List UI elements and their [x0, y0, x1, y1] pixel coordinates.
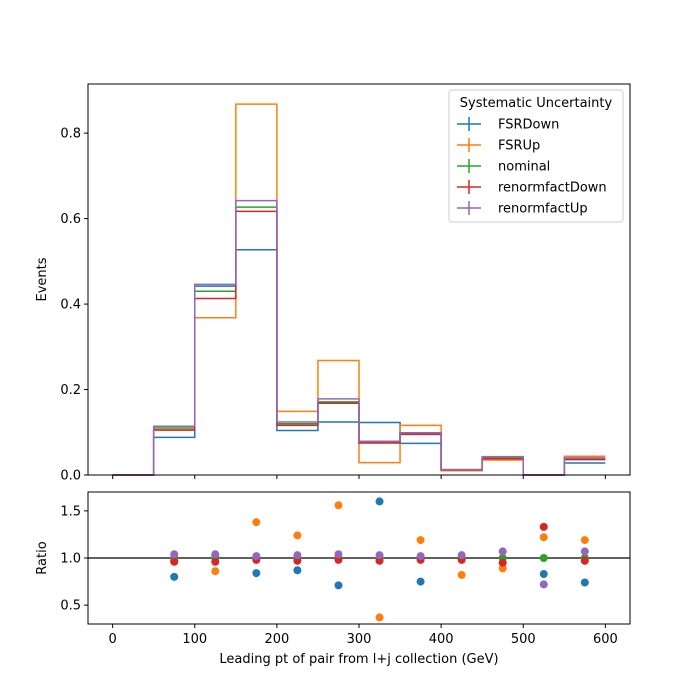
ratio-point-renormfactUp [416, 552, 425, 561]
ratio-point-FSRDown [334, 581, 343, 590]
ratio-point-renormfactDown [580, 556, 589, 565]
legend-label-FSRUp: FSRUp [498, 139, 540, 154]
ratio-point-FSRUp [580, 536, 589, 545]
legend-title: Systematic Uncertainty [460, 96, 613, 111]
ratio-point-renormfactDown [539, 522, 548, 531]
ratio-point-FSRUp [416, 536, 425, 545]
legend-label-renormfactUp: renormfactUp [498, 202, 588, 217]
legend-label-nominal: nominal [498, 160, 550, 175]
ratio-point-FSRDown [293, 566, 302, 575]
ratio-panel: 0.5 1.0 1.5 [60, 491, 631, 625]
top-y-axis-label: Events [35, 257, 50, 301]
ratio-point-renormfactUp [375, 551, 384, 560]
ratio-point-renormfactDown [375, 556, 384, 565]
ratio-point-FSRUp [375, 613, 384, 622]
ratio-point-FSRUp [293, 531, 302, 540]
ratio-point-FSRDown [416, 577, 425, 586]
ratio-point-FSRDown [252, 569, 261, 578]
top-y-tick-label: 0.6 [60, 212, 81, 227]
ratio-point-renormfactUp [457, 551, 466, 560]
top-panel: 0.0 0.2 0.4 0.6 0.8 [60, 83, 631, 484]
x-tick-label: 0 [108, 632, 116, 647]
x-tick-label: 600 [593, 632, 618, 647]
ratio-point-renormfactDown [498, 558, 507, 567]
ratio-point-renormfactDown [334, 555, 343, 564]
top-y-tick-label: 0.4 [60, 298, 81, 313]
ratio-point-renormfactDown [293, 556, 302, 565]
x-tick-label: 400 [429, 632, 454, 647]
top-y-tick-label: 0.0 [60, 469, 81, 484]
x-tick-label: 100 [182, 632, 207, 647]
x-tick-label: 200 [264, 632, 289, 647]
x-tick-label: 300 [347, 632, 372, 647]
ratio-point-renormfactDown [170, 557, 179, 566]
legend-box [448, 89, 624, 223]
ratio-point-renormfactDown [211, 557, 220, 566]
ratio-y-tick-label: 1.0 [60, 552, 81, 567]
ratio-point-renormfactUp [539, 580, 548, 589]
ratio-point-FSRUp [334, 501, 343, 510]
legend-label-FSRDown: FSRDown [498, 118, 559, 133]
ratio-y-tick-label: 0.5 [60, 599, 81, 614]
ratio-y-tick-label: 1.5 [60, 504, 81, 519]
ratio-point-FSRDown [539, 570, 548, 579]
ratio-point-FSRDown [580, 578, 589, 587]
x-axis: 0 100 200 300 400 500 600 [108, 624, 618, 647]
x-axis-label: Leading pt of pair from l+j collection (… [219, 652, 498, 667]
x-tick-label: 500 [511, 632, 536, 647]
legend: Systematic Uncertainty FSRDown FSRUp nomin… [448, 89, 624, 223]
ratio-point-FSRUp [498, 564, 507, 573]
ratio-point-renormfactUp [293, 551, 302, 560]
ratio-y-axis-label: Ratio [35, 541, 50, 574]
ratio-point-renormfactUp [334, 550, 343, 559]
ratio-point-FSRDown [170, 572, 179, 581]
ratio-point-renormfactUp [580, 547, 589, 556]
histogram-renormfactUp [112, 199, 606, 476]
ratio-point-FSRUp [211, 567, 220, 576]
ratio-point-FSRUp [539, 533, 548, 542]
ratio-point-nominal [539, 554, 548, 562]
ratio-point-renormfactUp [170, 550, 179, 559]
ratio-point-renormfactUp [252, 552, 261, 561]
ratio-point-FSRUp [457, 570, 466, 579]
ratio-point-FSRUp [252, 518, 261, 527]
legend-label-renormfactDown: renormfactDown [498, 181, 607, 196]
top-y-tick-label: 0.8 [60, 127, 81, 142]
ratio-point-FSRDown [375, 497, 384, 506]
top-y-tick-label: 0.2 [60, 383, 81, 398]
ratio-point-renormfactUp [211, 550, 220, 559]
ratio-point-renormfactUp [498, 547, 507, 556]
